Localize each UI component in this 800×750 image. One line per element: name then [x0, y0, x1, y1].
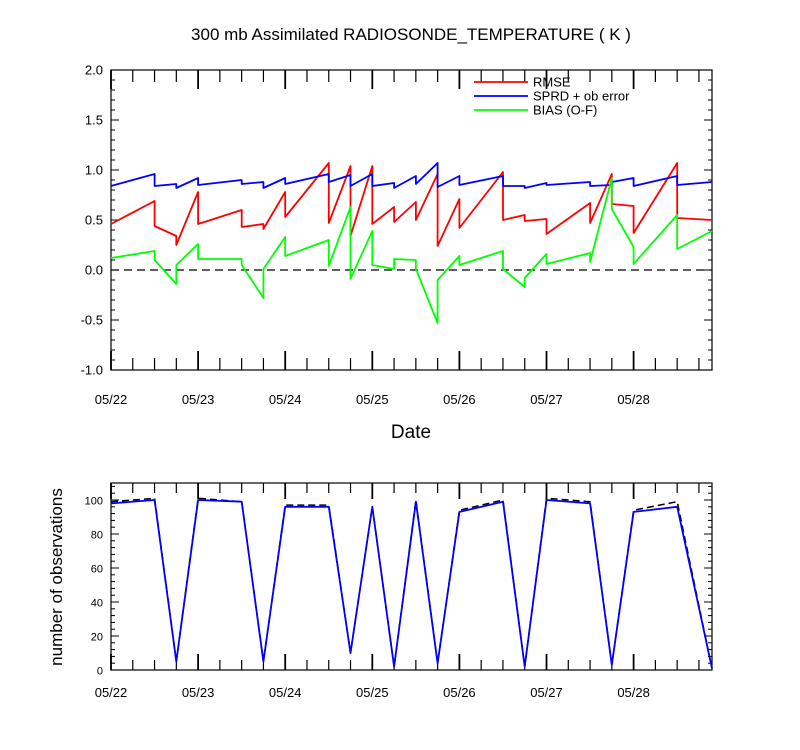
x-axis-label: Date [391, 422, 431, 443]
y-tick-label: 100 [85, 496, 103, 508]
y-tick-label: 0.5 [85, 213, 103, 228]
y-tick-label: 2.0 [85, 63, 103, 78]
legend-label: RMSE [533, 75, 571, 90]
y-tick-label: 1.5 [85, 113, 103, 128]
series-line-bias-o-f [110, 177, 713, 324]
legend-label: BIAS (O-F) [533, 103, 597, 118]
x-tick-label: 05/22 [95, 392, 128, 407]
x-tick-label: 05/25 [356, 392, 389, 407]
x-tick-label: 05/24 [269, 685, 302, 700]
series-line-sprd-ob-error [110, 162, 713, 189]
series-line-rmse [110, 162, 713, 247]
x-tick-label: 05/23 [182, 392, 215, 407]
x-tick-label: 05/26 [443, 685, 476, 700]
y-tick-label: 40 [91, 598, 103, 610]
x-tick-label: 05/25 [356, 685, 389, 700]
y-tick-label: 0 [97, 666, 103, 678]
top-plot-area: -1.0 -0.5 0.0 0.5 1.0 1.5 2.0 05/22 05/23 05/24 05… [81, 63, 713, 407]
plot-frame [110, 482, 713, 671]
chart-title: 300 mb Assimilated RADIOSONDE_TEMPERATUR… [191, 25, 631, 44]
x-tick-label: 05/27 [530, 685, 563, 700]
y-tick-label: -0.5 [81, 313, 103, 328]
x-tick-label: 05/24 [269, 392, 302, 407]
x-tick-label: 05/27 [530, 392, 563, 407]
x-tick-label: 05/28 [617, 685, 650, 700]
series-line-possible [110, 497, 713, 669]
y-tick-label: 20 [91, 632, 103, 644]
plot-frame [110, 69, 713, 371]
y-tick-label: 1.0 [85, 163, 103, 178]
y-axis-label: number of observations [47, 488, 66, 666]
x-tick-label: 05/22 [95, 685, 128, 700]
y-tick-label: 0.0 [85, 263, 103, 278]
y-tick-label: 80 [91, 530, 103, 542]
x-tick-label: 05/23 [182, 685, 215, 700]
x-tick-label: 05/28 [617, 392, 650, 407]
y-tick-label: -1.0 [81, 363, 103, 378]
bottom-plot-area: 0 20 40 60 80 100 05/22 05/23 05/24 05/25 05/26 05/… [85, 482, 713, 700]
x-tick-label: 05/26 [443, 392, 476, 407]
y-tick-label: 60 [91, 564, 103, 576]
series-line-used [110, 499, 713, 669]
legend-label: SPRD + ob error [533, 89, 630, 104]
